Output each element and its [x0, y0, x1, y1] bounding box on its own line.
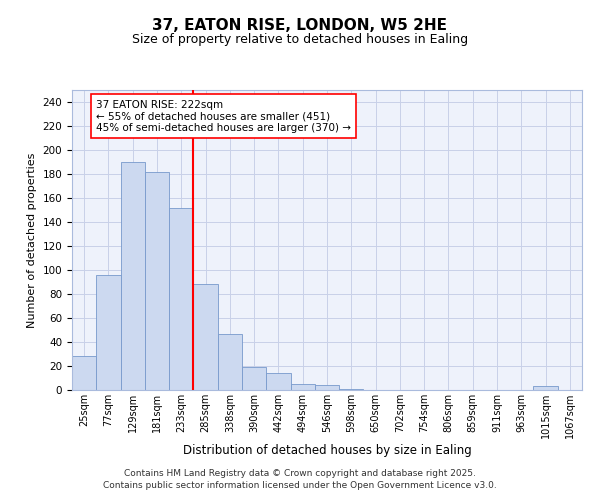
- Bar: [169, 208, 193, 390]
- Text: 37 EATON RISE: 222sqm
← 55% of detached houses are smaller (451)
45% of semi-det: 37 EATON RISE: 222sqm ← 55% of detached …: [96, 100, 351, 133]
- Bar: [533, 386, 558, 390]
- X-axis label: Distribution of detached houses by size in Ealing: Distribution of detached houses by size …: [182, 444, 472, 456]
- Text: Size of property relative to detached houses in Ealing: Size of property relative to detached ho…: [132, 32, 468, 46]
- Bar: [266, 373, 290, 390]
- Bar: [339, 389, 364, 390]
- Text: 37, EATON RISE, LONDON, W5 2HE: 37, EATON RISE, LONDON, W5 2HE: [152, 18, 448, 32]
- Bar: [121, 162, 145, 390]
- Bar: [242, 367, 266, 390]
- Bar: [72, 356, 96, 390]
- Bar: [96, 275, 121, 390]
- Bar: [290, 384, 315, 390]
- Text: Contains HM Land Registry data © Crown copyright and database right 2025.: Contains HM Land Registry data © Crown c…: [124, 468, 476, 477]
- Bar: [193, 284, 218, 390]
- Bar: [315, 385, 339, 390]
- Y-axis label: Number of detached properties: Number of detached properties: [27, 152, 37, 328]
- Bar: [218, 334, 242, 390]
- Text: Contains public sector information licensed under the Open Government Licence v3: Contains public sector information licen…: [103, 481, 497, 490]
- Bar: [145, 172, 169, 390]
